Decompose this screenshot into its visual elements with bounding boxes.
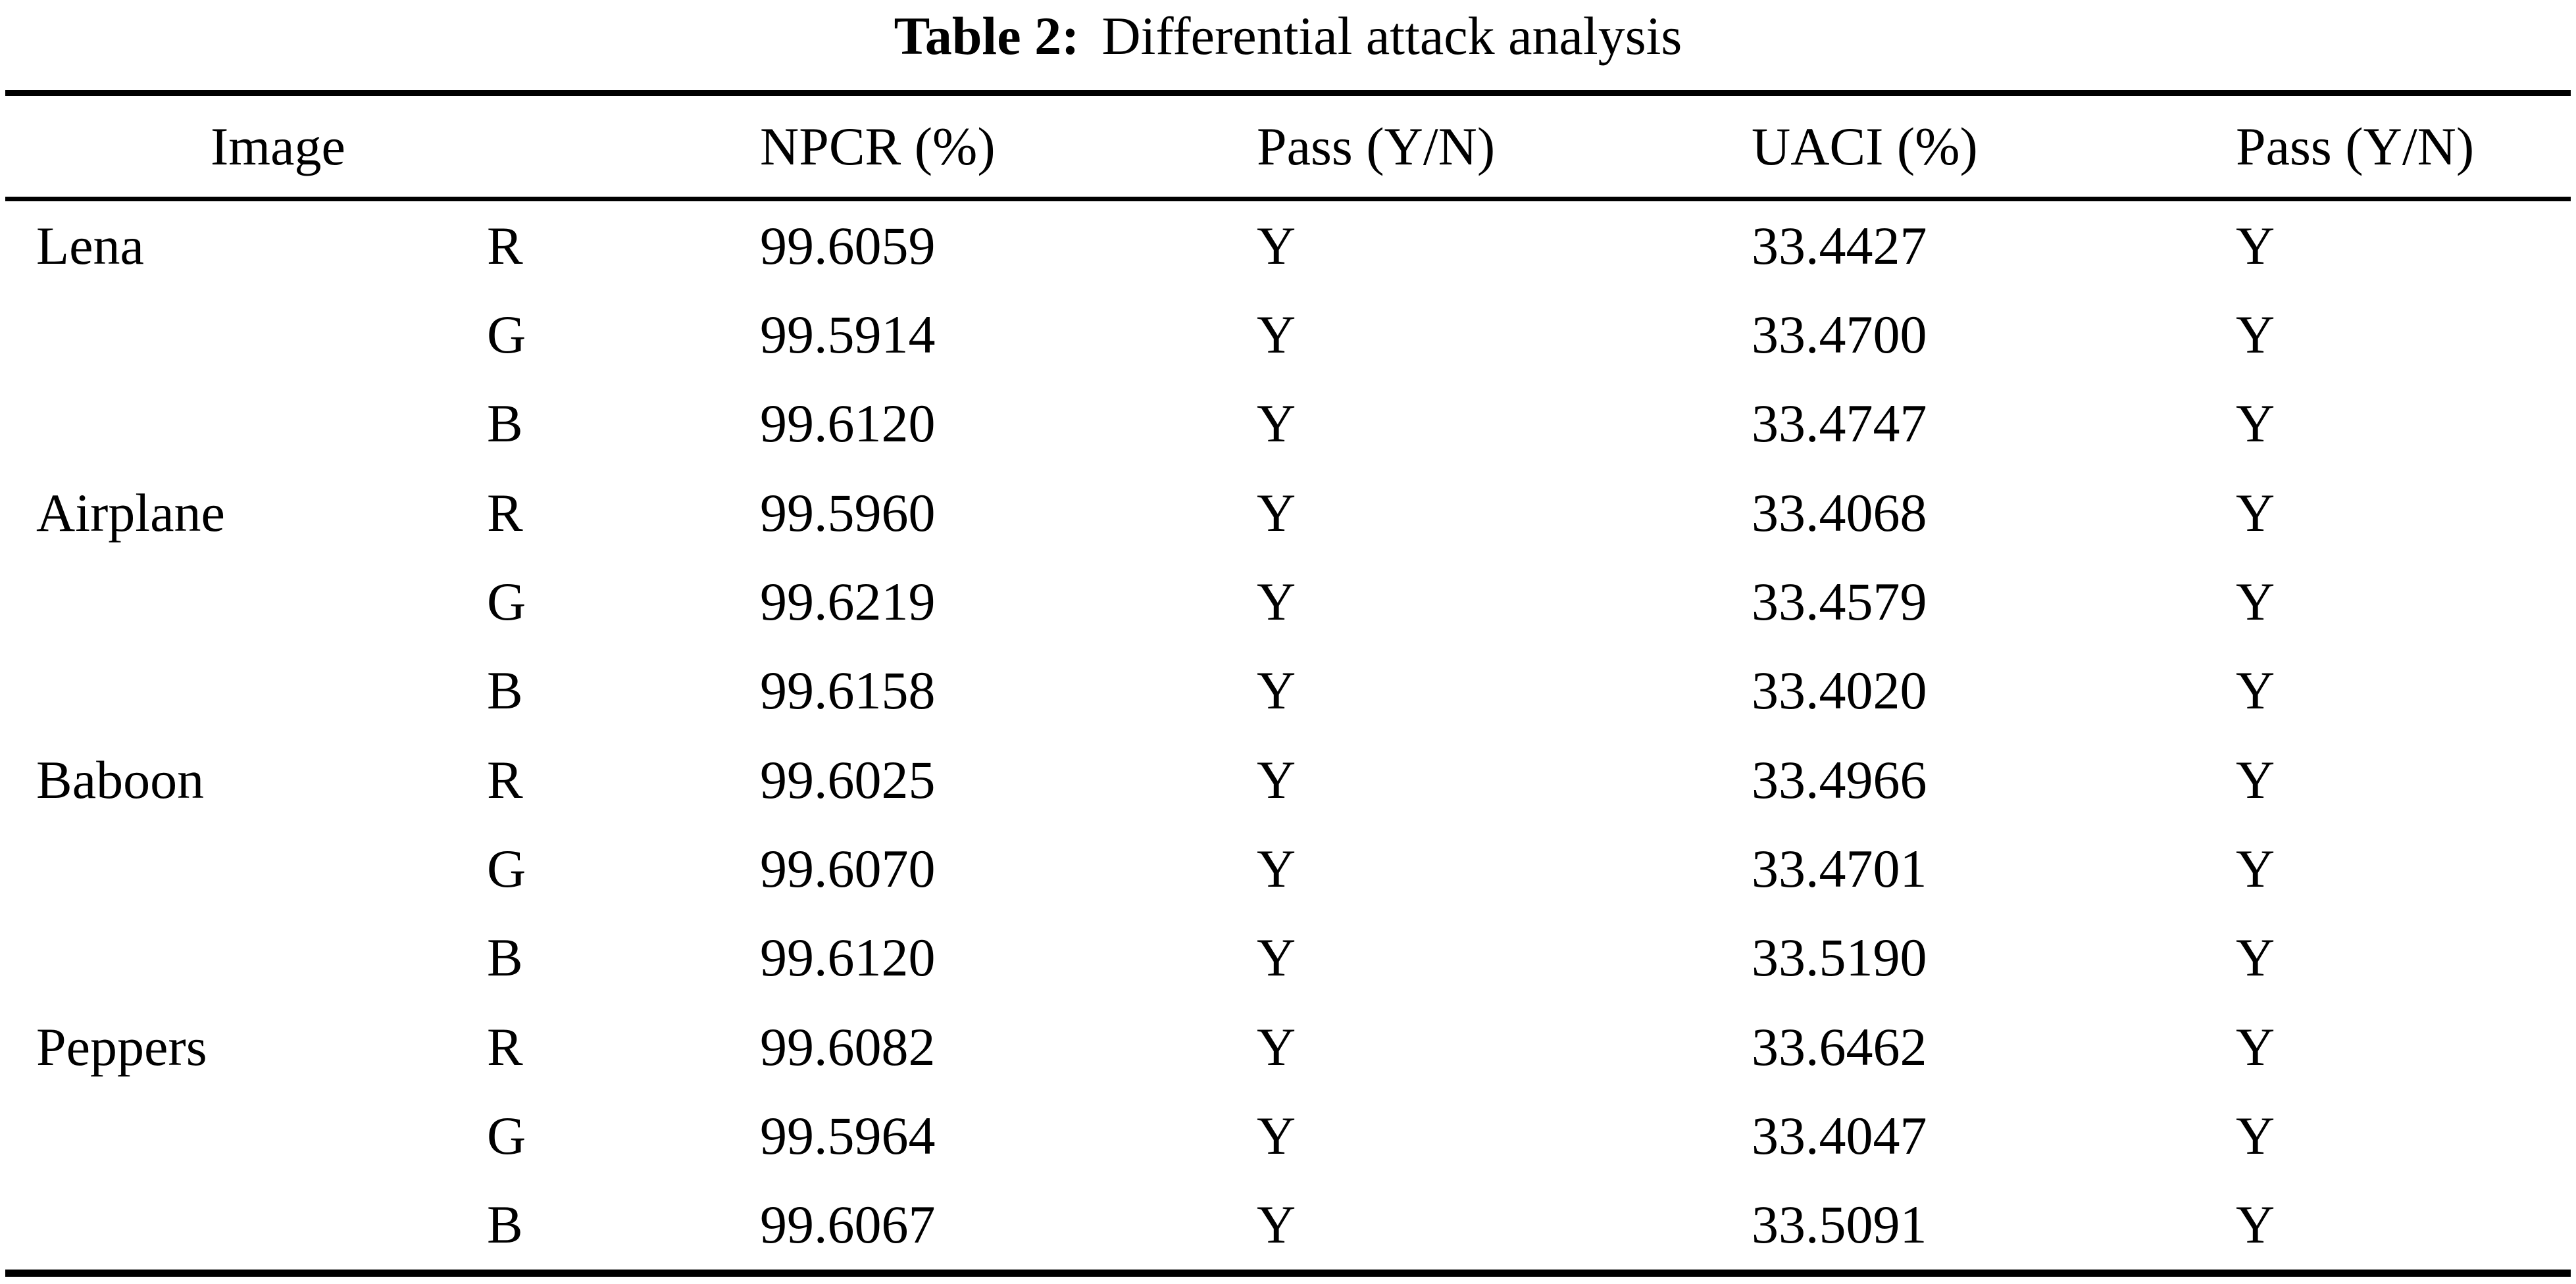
- uaci-pass-cell: Y: [2236, 749, 2275, 810]
- npcr-value-cell: 99.5960: [760, 482, 936, 543]
- image-name-cell: Lena: [36, 215, 144, 276]
- uaci-pass-cell: Y: [2236, 393, 2275, 454]
- table-caption-number: Table 2:: [894, 6, 1080, 66]
- table-row: G 99.6219 Y 33.4579 Y: [0, 557, 2576, 646]
- npcr-value-cell: 99.6082: [760, 1016, 936, 1077]
- image-name-cell: Airplane: [36, 482, 225, 543]
- table-row: B 99.6158 Y 33.4020 Y: [0, 647, 2576, 735]
- table-header-rule: [5, 197, 2571, 201]
- npcr-pass-cell: Y: [1257, 571, 1296, 631]
- uaci-value-cell: 33.5091: [1752, 1195, 1927, 1255]
- npcr-value-cell: 99.6070: [760, 838, 936, 899]
- uaci-pass-cell: Y: [2236, 927, 2275, 988]
- npcr-pass-cell: Y: [1257, 927, 1296, 988]
- uaci-pass-cell: Y: [2236, 660, 2275, 721]
- npcr-value-cell: 99.6025: [760, 749, 936, 810]
- uaci-pass-cell: Y: [2236, 571, 2275, 631]
- table-row: Airplane R 99.5960 Y 33.4068 Y: [0, 468, 2576, 557]
- table-row: B 99.6120 Y 33.5190 Y: [0, 914, 2576, 1002]
- uaci-value-cell: 33.4047: [1752, 1105, 1927, 1166]
- column-header-npcr-pass: Pass (Y/N): [1257, 116, 1496, 176]
- channel-cell: R: [487, 482, 523, 543]
- npcr-pass-cell: Y: [1257, 1016, 1296, 1077]
- uaci-pass-cell: Y: [2236, 1195, 2275, 1255]
- npcr-pass-cell: Y: [1257, 838, 1296, 899]
- npcr-pass-cell: Y: [1257, 393, 1296, 454]
- uaci-value-cell: 33.4966: [1752, 749, 1927, 810]
- table-caption-title: Differential attack analysis: [1101, 6, 1682, 66]
- npcr-value-cell: 99.6219: [760, 571, 936, 631]
- table-row: G 99.5964 Y 33.4047 Y: [0, 1091, 2576, 1180]
- channel-cell: B: [487, 393, 523, 454]
- column-header-npcr: NPCR (%): [760, 116, 996, 176]
- uaci-pass-cell: Y: [2236, 482, 2275, 543]
- npcr-pass-cell: Y: [1257, 304, 1296, 364]
- uaci-value-cell: 33.5190: [1752, 927, 1927, 988]
- npcr-pass-cell: Y: [1257, 482, 1296, 543]
- table-row: Lena R 99.6059 Y 33.4427 Y: [0, 201, 2576, 290]
- channel-cell: B: [487, 927, 523, 988]
- channel-cell: G: [487, 571, 526, 631]
- uaci-pass-cell: Y: [2236, 1105, 2275, 1166]
- uaci-pass-cell: Y: [2236, 304, 2275, 364]
- uaci-value-cell: 33.4701: [1752, 838, 1927, 899]
- table-header-row: Image NPCR (%) Pass (Y/N) UACI (%) Pass …: [0, 96, 2576, 197]
- npcr-value-cell: 99.6158: [760, 660, 936, 721]
- uaci-value-cell: 33.4579: [1752, 571, 1927, 631]
- table-caption: Table 2: Differential attack analysis: [0, 0, 2576, 79]
- uaci-pass-cell: Y: [2236, 838, 2275, 899]
- channel-cell: R: [487, 749, 523, 810]
- channel-cell: G: [487, 1105, 526, 1166]
- image-name-cell: Baboon: [36, 749, 205, 810]
- npcr-pass-cell: Y: [1257, 1105, 1296, 1166]
- npcr-value-cell: 99.5914: [760, 304, 936, 364]
- npcr-value-cell: 99.6120: [760, 393, 936, 454]
- npcr-value-cell: 99.6059: [760, 215, 936, 276]
- uaci-pass-cell: Y: [2236, 1016, 2275, 1077]
- npcr-pass-cell: Y: [1257, 215, 1296, 276]
- npcr-pass-cell: Y: [1257, 660, 1296, 721]
- table-row: B 99.6067 Y 33.5091 Y: [0, 1181, 2576, 1270]
- table-body: Lena R 99.6059 Y 33.4427 Y G 99.5914 Y 3…: [0, 201, 2576, 1270]
- uaci-value-cell: 33.4427: [1752, 215, 1927, 276]
- channel-cell: R: [487, 1016, 523, 1077]
- table-row: G 99.5914 Y 33.4700 Y: [0, 290, 2576, 379]
- npcr-pass-cell: Y: [1257, 749, 1296, 810]
- channel-cell: R: [487, 215, 523, 276]
- column-header-uaci: UACI (%): [1752, 116, 1978, 176]
- table-row: B 99.6120 Y 33.4747 Y: [0, 380, 2576, 468]
- uaci-value-cell: 33.4068: [1752, 482, 1927, 543]
- table-top-rule: [5, 90, 2571, 96]
- npcr-value-cell: 99.6067: [760, 1195, 936, 1255]
- channel-cell: G: [487, 304, 526, 364]
- uaci-value-cell: 33.4747: [1752, 393, 1927, 454]
- channel-cell: G: [487, 838, 526, 899]
- uaci-pass-cell: Y: [2236, 215, 2275, 276]
- npcr-value-cell: 99.5964: [760, 1105, 936, 1166]
- npcr-value-cell: 99.6120: [760, 927, 936, 988]
- image-name-cell: Peppers: [36, 1016, 207, 1077]
- npcr-pass-cell: Y: [1257, 1195, 1296, 1255]
- uaci-value-cell: 33.4700: [1752, 304, 1927, 364]
- column-header-image: Image: [211, 116, 345, 176]
- uaci-value-cell: 33.4020: [1752, 660, 1927, 721]
- column-header-uaci-pass: Pass (Y/N): [2236, 116, 2475, 176]
- table-bottom-rule: [5, 1270, 2571, 1277]
- table-row: Baboon R 99.6025 Y 33.4966 Y: [0, 735, 2576, 824]
- table-row: Peppers R 99.6082 Y 33.6462 Y: [0, 1002, 2576, 1091]
- uaci-value-cell: 33.6462: [1752, 1016, 1927, 1077]
- channel-cell: B: [487, 660, 523, 721]
- table-row: G 99.6070 Y 33.4701 Y: [0, 824, 2576, 913]
- channel-cell: B: [487, 1195, 523, 1255]
